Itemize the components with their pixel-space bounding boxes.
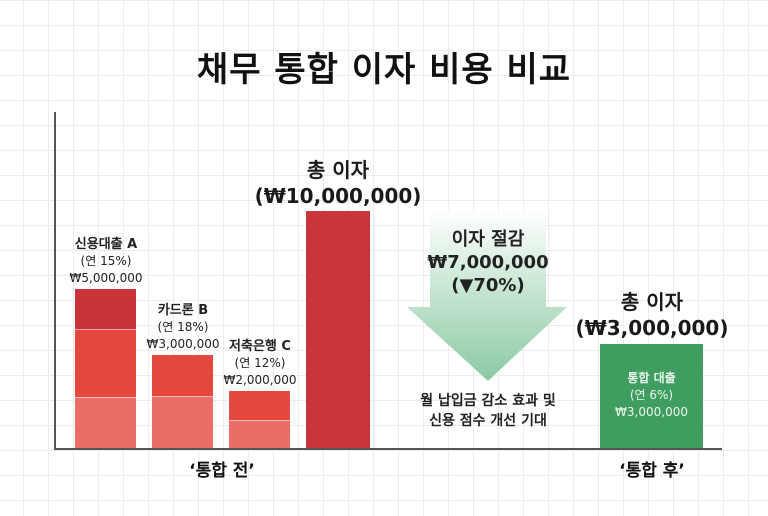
loan-name: 저축은행 C — [229, 339, 291, 354]
down-arrow-icon — [407, 210, 567, 381]
savings-title: 이자 절감 — [451, 229, 525, 250]
group-label-before: ‘통합 전’ — [189, 461, 255, 481]
bar-segment — [75, 289, 136, 329]
total-label: 총 이자 — [306, 158, 370, 182]
total-amount: (₩10,000,000) — [254, 184, 422, 208]
benefit-note: 월 납입금 감소 효과 및 신용 점수 개선 기대 — [420, 391, 555, 431]
savings-label: 이자 절감 ₩7,000,000 (▼70%) — [427, 228, 548, 297]
total-amount: (₩3,000,000) — [575, 316, 729, 340]
loan-rate: (연 15%) — [80, 254, 132, 268]
savings-percent: (▼70%) — [451, 275, 525, 296]
loan-name: 카드론 B — [157, 303, 209, 318]
y-axis — [54, 112, 56, 450]
loan-rate: (연 18%) — [157, 320, 209, 334]
loan-name: 신용대출 A — [74, 237, 138, 252]
chart-title: 채무 통합 이자 비용 비교 — [196, 50, 572, 90]
bar-segment — [152, 355, 213, 396]
bar-loan-a — [75, 289, 136, 448]
loan-name: 통합 대출 — [627, 371, 676, 385]
loan-amount: ₩3,000,000 — [146, 337, 220, 351]
loan-amount: ₩5,000,000 — [69, 271, 143, 285]
loan-rate: (연 12%) — [234, 356, 286, 370]
loan-rate: (연 6%) — [629, 388, 674, 402]
bar-total-before — [306, 211, 370, 448]
label-total-before: 총 이자 (₩10,000,000) — [255, 157, 422, 209]
label-consolidated-loan: 통합 대출 (연 6%) ₩3,000,000 — [600, 370, 703, 421]
bar-loan-c — [229, 391, 290, 448]
bar-loan-b — [152, 355, 213, 448]
label-loan-a: 신용대출 A (연 15%) ₩5,000,000 — [70, 236, 143, 287]
total-label: 총 이자 — [620, 290, 684, 314]
note-line: 월 납입금 감소 효과 및 — [420, 393, 556, 409]
bar-segment — [152, 396, 213, 448]
loan-amount: ₩3,000,000 — [615, 405, 688, 419]
x-axis — [54, 448, 722, 450]
bar-segment — [229, 420, 290, 448]
bar-segment — [229, 391, 290, 420]
bar-segment — [75, 397, 136, 448]
label-loan-c: 저축은행 C (연 12%) ₩2,000,000 — [224, 338, 297, 389]
loan-amount: ₩2,000,000 — [223, 373, 297, 387]
group-label-after: ‘통합 후’ — [619, 461, 685, 481]
label-loan-b: 카드론 B (연 18%) ₩3,000,000 — [147, 302, 220, 353]
bar-total-after — [600, 344, 703, 448]
note-line: 신용 점수 개선 기대 — [429, 413, 547, 429]
label-total-after: 총 이자 (₩3,000,000) — [576, 289, 729, 341]
savings-amount: ₩7,000,000 — [427, 252, 549, 273]
bar-segment — [75, 329, 136, 397]
